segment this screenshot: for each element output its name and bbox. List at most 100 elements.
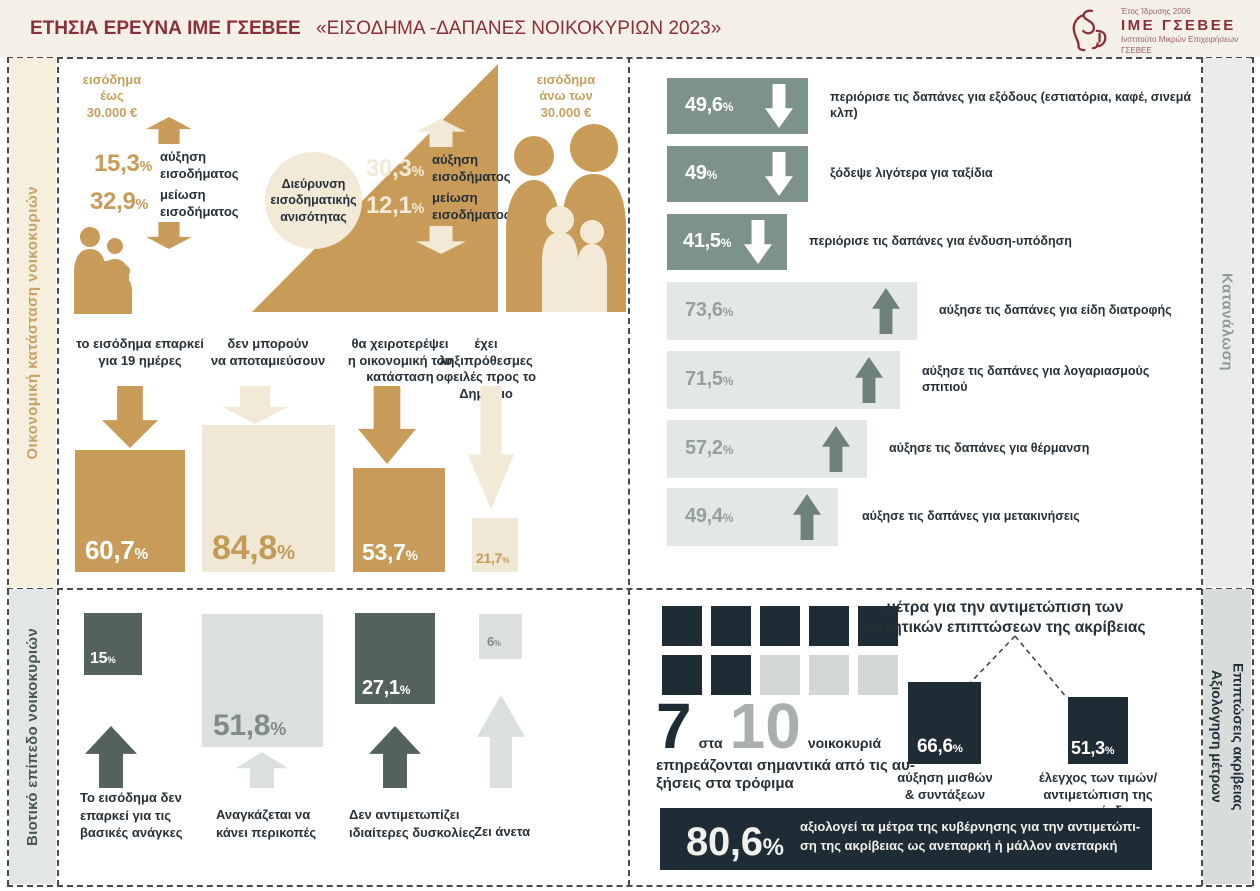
living-value: 51,8% (213, 709, 286, 742)
inequality-circle-label: Διεύρυνση εισοδηματικής ανισότητας (270, 177, 357, 224)
income-up-pct-low: 15,3% (94, 150, 153, 177)
divider-right-inner (1201, 57, 1203, 886)
up-arrow-icon (236, 752, 288, 788)
measure-value: 66,6% (917, 736, 963, 757)
consumption-value: 49% (685, 162, 718, 184)
consumption-label: αύξησε τις δαπάνες για λογαριασμούς σπιτ… (922, 364, 1150, 394)
consumption-value: 49,6% (685, 94, 734, 116)
econ-bar: 53,7% (353, 468, 445, 572)
divider-center (628, 57, 630, 886)
measures-pointer-lines (935, 630, 1165, 707)
measure-label: αύξηση μισθών & συντάξεων (897, 770, 993, 802)
divider-left-inner (57, 57, 59, 886)
up-arrow-icon (85, 726, 137, 788)
waffle-cell (809, 606, 849, 646)
living-label: Το εισόδημα δεν επαρκεί για τις βασικές … (80, 790, 183, 841)
consumption-bar (667, 214, 787, 270)
waffle-cell (809, 655, 849, 695)
up-arrow-icon (477, 695, 525, 788)
income-up-arrow-low (146, 117, 192, 144)
waffle-cell (858, 655, 898, 695)
sidebar-inflation-label: Επιπτώσεις ακρίβειας Αξιολόγηση μέτρων (1209, 662, 1247, 811)
econ-bar-label: θα χειροτερέψει η οικονομική του κατάστα… (347, 336, 453, 385)
inequality-circle: Διεύρυνση εισοδηματικής ανισότητας (265, 152, 362, 249)
logo-lion-icon (1068, 6, 1112, 57)
down-arrow-icon (102, 386, 158, 448)
income-down-pct-high: 12,1% (366, 192, 425, 219)
waffle-cell (662, 606, 702, 646)
consumption-value: 71,5% (685, 368, 734, 390)
waffle-cell (858, 606, 898, 646)
consumption-label: ξόδεψε λιγότερα για ταξίδια (830, 166, 993, 181)
divider-bottom (7, 885, 1252, 887)
living-square (355, 613, 435, 704)
econ-bar: 21,7% (472, 518, 518, 572)
econ-bar: 60,7% (75, 450, 185, 572)
income-down-pct-low: 32,9% (90, 188, 149, 215)
income-down-label-low: μείωση εισοδήματος (160, 187, 239, 219)
waffle-cell (662, 655, 702, 695)
divider-right-outer (1252, 57, 1254, 886)
stat-text: επηρεάζονται σημαντικά από τις αυ- ξήσει… (656, 757, 915, 793)
consumption-label: αύξησε τις δαπάνες για μετακινήσεις (862, 509, 1080, 524)
down-arrow-icon (358, 386, 416, 464)
consumption-value: 73,6% (685, 299, 734, 321)
family-large-icon (498, 120, 630, 317)
family-small-icon (66, 226, 166, 319)
logo: Έτος Ίδρυσης 2006 ΙΜΕ ΓΣΕΒΕΕ Ινστιτούτο … (1068, 6, 1238, 57)
income-high-label: εισόδημα άνω των 30.000 € (536, 72, 596, 120)
living-square (202, 614, 323, 747)
down-arrow-icon (222, 386, 288, 424)
living-value: 27,1% (362, 677, 411, 699)
living-square (84, 613, 142, 675)
income-up-pct-high: 30,3% (366, 155, 425, 182)
logo-subtitle: Ινστιτούτο Μικρών Επιχειρήσεων ΓΣΕΒΕΕ (1121, 35, 1239, 55)
econ-bar-value: 60,7% (85, 535, 148, 565)
econ-bar-label: το εισόδημα επαρκεί για 19 ημέρες (76, 336, 204, 368)
page-title-bold: ΕΤΗΣΙΑ ΕΡΕΥΝΑ ΙΜΕ ΓΣΕΒΕΕ (30, 18, 301, 39)
consumption-bar (667, 282, 917, 340)
divider-left-outer (7, 57, 9, 886)
measure-value: 51,3% (1071, 738, 1115, 758)
consumption-label: περιόρισε τις δαπάνες για εξόδους (εστια… (830, 90, 1192, 120)
living-square (479, 614, 522, 659)
header (0, 0, 1260, 57)
sidebar-consumption: Κατανάλωση (1203, 58, 1251, 587)
living-label: Δεν αντιμετωπίζει ιδιαίτερες δυσκολίες (349, 807, 476, 840)
econ-bar: 84,8% (202, 425, 335, 572)
income-up-label-low: αύξηση εισοδήματος (160, 149, 239, 181)
sidebar-living-label: Βιοτικό επίπεδο νοικοκυριών (24, 627, 41, 846)
consumption-value: 41,5% (683, 230, 732, 252)
page-title-quote: «ΕΙΣΟΔΗΜΑ -ΔΑΠΑΝΕΣ ΝΟΙΚΟΚΥΡΙΩΝ 2023» (316, 18, 722, 39)
econ-bar-label: δεν μπορούν να αποταμιεύσουν (210, 336, 326, 368)
income-down-label-high: μείωση εισοδήματος (432, 190, 511, 222)
up-arrow-icon (369, 726, 421, 788)
logo-founded: Έτος Ίδρυσης 2006 (1121, 7, 1191, 17)
banner-value: 80,6% (686, 820, 784, 864)
measures-title: μέτρα για την αντιμετώπιση των αρνητικών… (864, 599, 1146, 637)
sidebar-inflation: Επιπτώσεις ακρίβειας Αξιολόγηση μέτρων (1203, 589, 1251, 884)
living-value: 15% (90, 650, 116, 667)
logo-name: ΙΜΕ ΓΣΕΒΕΕ (1121, 17, 1236, 35)
measure-square (1068, 697, 1128, 764)
stat-unit: νοικοκυριά (807, 735, 882, 751)
measure-square (908, 682, 981, 764)
banner-text: αξιολογεί τα μέτρα της κυβέρνησης για τη… (800, 819, 1141, 853)
consumption-label: αύξησε τις δαπάνες για θέρμανση (889, 441, 1090, 456)
waffle-cell (711, 655, 751, 695)
waffle-cell (760, 655, 800, 695)
econ-bar-value: 53,7% (362, 539, 418, 565)
sidebar-consumption-label: Κατανάλωση (1218, 273, 1236, 372)
sidebar-economic: Οικονομική κατάσταση νοικοκυριών (9, 58, 56, 587)
living-label: Αναγκάζεται να κάνει περικοπές (216, 807, 317, 840)
page-title: ΕΤΗΣΙΑ ΕΡΕΥΝΑ ΙΜΕ ΓΣΕΒΕΕ «ΕΙΣΟΔΗΜΑ -ΔΑΠΑ… (30, 18, 721, 40)
income-up-label-high: αύξηση εισοδήματος (432, 152, 511, 184)
living-label: Ζει άνετα (474, 824, 531, 839)
econ-bar-value: 84,8% (212, 529, 295, 567)
consumption-value: 49,4% (685, 505, 734, 527)
waffle-cell (760, 606, 800, 646)
living-value: 6% (487, 634, 501, 649)
sidebar-economic-label: Οικονομική κατάσταση νοικοκυριών (24, 185, 41, 460)
stat-7-in-10: 7 στα 10 νοικοκυριά (656, 692, 882, 758)
